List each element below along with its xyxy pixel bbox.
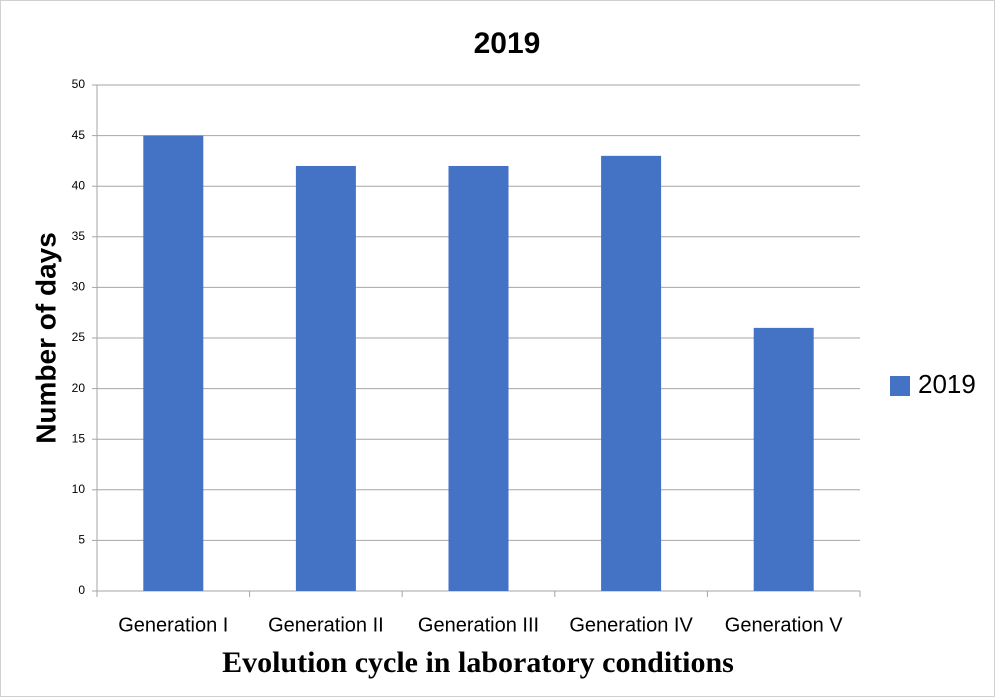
y-tick-label: 45 (72, 128, 86, 142)
y-tick-label: 15 (72, 431, 86, 445)
y-axis-label: Number of days (30, 232, 61, 444)
legend-swatch (890, 376, 910, 396)
y-tick-label: 50 (72, 77, 86, 91)
x-tick-label: Generation III (418, 614, 539, 636)
x-tick-label: Generation I (118, 614, 228, 636)
y-tick-label: 40 (72, 178, 86, 192)
bar (753, 327, 814, 591)
x-tick-label: Generation II (268, 614, 384, 636)
y-tick-label: 5 (78, 533, 85, 547)
y-tick-label: 35 (72, 229, 86, 243)
bar (143, 135, 204, 591)
y-tick-label: 30 (72, 280, 86, 294)
y-tick-label: 10 (72, 482, 86, 496)
chart-title: 2019 (474, 27, 541, 60)
y-tick-label: 25 (72, 330, 86, 344)
bar (295, 165, 356, 591)
bar (601, 155, 662, 591)
bar (448, 165, 509, 591)
x-axis-label: Evolution cycle in laboratory conditions (222, 646, 734, 679)
x-tick-label: Generation V (725, 614, 844, 636)
legend-label: 2019 (918, 369, 976, 399)
y-tick-label: 0 (78, 583, 85, 597)
y-tick-label: 20 (72, 381, 86, 395)
x-tick-label: Generation IV (569, 614, 693, 636)
